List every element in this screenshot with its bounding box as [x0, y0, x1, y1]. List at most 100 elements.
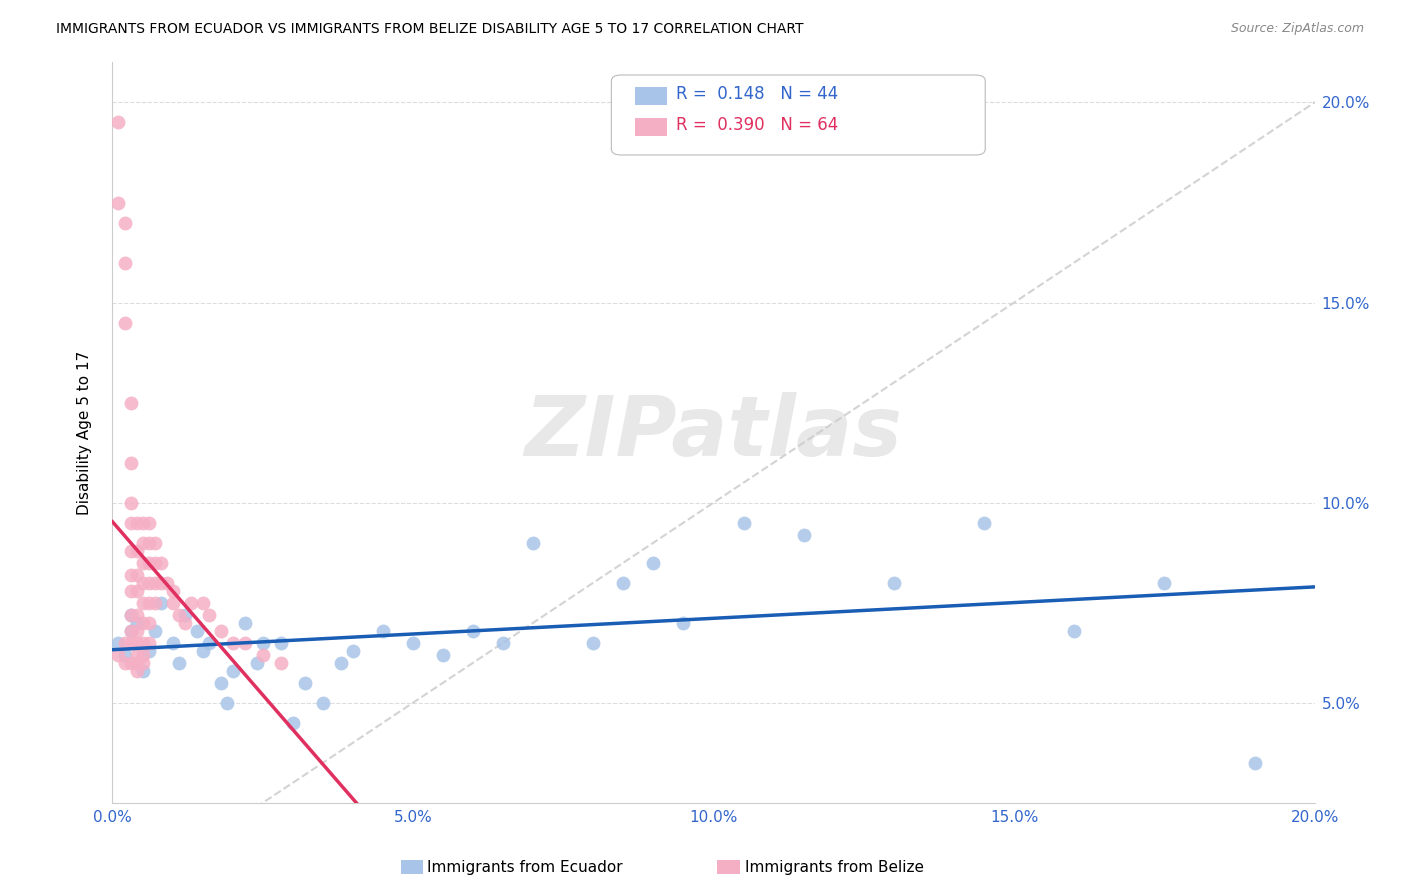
Point: [432, 648, 454, 662]
Point: [114, 636, 136, 650]
Point: [131, 615, 153, 630]
Point: [252, 648, 274, 662]
Text: Immigrants from Ecuador: Immigrants from Ecuador: [427, 860, 623, 874]
Point: [131, 556, 153, 570]
Point: [222, 664, 245, 678]
Point: [125, 636, 148, 650]
Point: [155, 575, 177, 590]
Point: [149, 575, 172, 590]
Point: [209, 624, 232, 638]
Text: ZIPatlas: ZIPatlas: [524, 392, 903, 473]
Point: [120, 583, 142, 598]
Point: [125, 543, 148, 558]
Point: [131, 648, 153, 662]
Point: [131, 535, 153, 549]
FancyBboxPatch shape: [612, 75, 986, 155]
Point: [143, 596, 166, 610]
Point: [162, 596, 184, 610]
Y-axis label: Disability Age 5 to 17: Disability Age 5 to 17: [77, 351, 91, 515]
Point: [883, 575, 905, 590]
Point: [281, 715, 304, 730]
Point: [120, 496, 142, 510]
Point: [131, 596, 153, 610]
Point: [120, 636, 142, 650]
Point: [114, 215, 136, 229]
Text: Immigrants from Belize: Immigrants from Belize: [745, 860, 924, 874]
Point: [138, 644, 160, 658]
Point: [252, 636, 274, 650]
Point: [1063, 624, 1085, 638]
Point: [120, 395, 142, 409]
Point: [138, 615, 160, 630]
Point: [138, 535, 160, 549]
Point: [114, 648, 136, 662]
FancyBboxPatch shape: [636, 118, 666, 136]
Point: [329, 656, 352, 670]
Point: [582, 636, 605, 650]
Point: [793, 527, 815, 541]
Point: [167, 607, 190, 622]
Point: [131, 636, 153, 650]
Point: [402, 636, 425, 650]
Point: [1243, 756, 1265, 770]
Point: [233, 615, 256, 630]
Point: [120, 516, 142, 530]
Point: [125, 567, 148, 582]
Point: [672, 615, 695, 630]
Point: [114, 316, 136, 330]
Point: [138, 636, 160, 650]
Point: [222, 636, 245, 650]
Point: [138, 575, 160, 590]
Point: [643, 556, 665, 570]
Point: [138, 556, 160, 570]
Point: [143, 575, 166, 590]
Point: [1153, 575, 1175, 590]
Point: [107, 648, 129, 662]
Point: [612, 575, 634, 590]
Point: [312, 696, 335, 710]
Point: [120, 456, 142, 470]
Point: [125, 615, 148, 630]
Point: [125, 648, 148, 662]
Point: [733, 516, 755, 530]
Point: [294, 675, 316, 690]
Point: [120, 624, 142, 638]
Point: [371, 624, 394, 638]
Point: [107, 195, 129, 210]
FancyBboxPatch shape: [636, 87, 666, 104]
Point: [138, 516, 160, 530]
Point: [233, 636, 256, 650]
Point: [342, 644, 364, 658]
Point: [973, 516, 995, 530]
Point: [125, 624, 148, 638]
Point: [191, 644, 214, 658]
Point: [120, 607, 142, 622]
Point: [131, 575, 153, 590]
Point: [197, 607, 219, 622]
Text: R =  0.390   N = 64: R = 0.390 N = 64: [676, 116, 838, 135]
Point: [197, 636, 219, 650]
Point: [270, 656, 292, 670]
Point: [209, 675, 232, 690]
Point: [114, 656, 136, 670]
Point: [180, 596, 202, 610]
Point: [270, 636, 292, 650]
Point: [143, 624, 166, 638]
Point: [186, 624, 208, 638]
Point: [173, 607, 195, 622]
Text: Source: ZipAtlas.com: Source: ZipAtlas.com: [1230, 22, 1364, 36]
Point: [120, 567, 142, 582]
Point: [162, 636, 184, 650]
Point: [125, 664, 148, 678]
Point: [125, 516, 148, 530]
Point: [120, 624, 142, 638]
Point: [120, 607, 142, 622]
Point: [107, 115, 129, 129]
Point: [125, 583, 148, 598]
Point: [215, 696, 238, 710]
Point: [120, 656, 142, 670]
Point: [125, 607, 148, 622]
Point: [149, 596, 172, 610]
Text: R =  0.148   N = 44: R = 0.148 N = 44: [676, 86, 838, 103]
Point: [131, 656, 153, 670]
